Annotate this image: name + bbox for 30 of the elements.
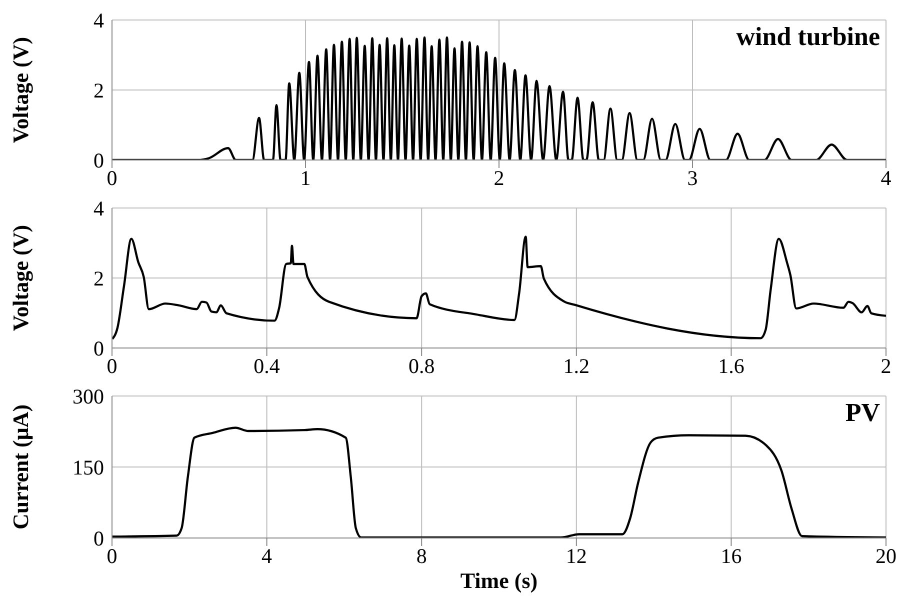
line-series — [112, 236, 886, 340]
x-tick-label: 12 — [566, 544, 587, 568]
x-tick-label: 2 — [880, 354, 892, 378]
chart-title: PV — [845, 398, 880, 428]
y-tick-label: 4 — [94, 196, 104, 220]
x-tick-label: 2 — [494, 166, 504, 190]
chart-title: wind turbine — [736, 22, 880, 52]
x-tick-label: 1 — [300, 166, 311, 190]
y-tick-label: 150 — [72, 455, 104, 480]
x-tick-label: 0.4 — [254, 354, 280, 378]
x-tick-label: 3 — [687, 166, 698, 190]
x-tick-label: 4 — [262, 544, 273, 568]
y-tick-label: 300 — [72, 384, 104, 408]
x-tick-label: 4 — [880, 166, 892, 190]
y-axis-title: Voltage (V) — [8, 224, 33, 332]
x-tick-label: 1.2 — [563, 354, 590, 378]
x-axis-title: Time (s) — [460, 568, 538, 593]
y-tick-label: 0 — [94, 526, 104, 550]
y-axis-title: Voltage (V) — [8, 36, 33, 144]
x-tick-label: 1.6 — [718, 354, 744, 378]
y-tick-label: 2 — [94, 266, 104, 290]
x-tick-label: 20 — [876, 544, 896, 568]
y-tick-label: 0 — [94, 336, 104, 360]
y-tick-label: 4 — [94, 8, 104, 32]
x-tick-label: 16 — [720, 544, 742, 568]
y-axis-title: Current (μA) — [8, 404, 33, 530]
x-tick-label: 0.8 — [408, 354, 435, 378]
y-tick-label: 2 — [94, 78, 104, 102]
x-tick-label: 8 — [416, 544, 427, 568]
y-tick-label: 0 — [94, 148, 104, 172]
